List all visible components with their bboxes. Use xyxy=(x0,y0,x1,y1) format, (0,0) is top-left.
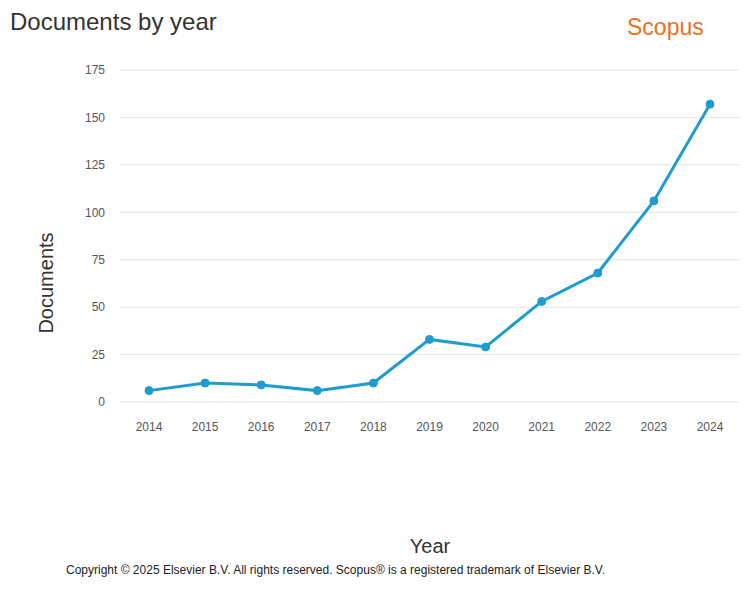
svg-text:2018: 2018 xyxy=(360,420,387,434)
svg-text:2020: 2020 xyxy=(472,420,499,434)
html-text:Documents: Documents xyxy=(34,232,57,334)
svg-text:0: 0 xyxy=(98,395,105,409)
svg-text:125: 125 xyxy=(85,158,105,172)
svg-text:25: 25 xyxy=(92,348,106,362)
svg-text:2022: 2022 xyxy=(584,420,611,434)
svg-text:2015: 2015 xyxy=(192,420,219,434)
svg-text:100: 100 xyxy=(85,206,105,220)
html-text:Scopus: Scopus xyxy=(627,14,704,40)
svg-text:150: 150 xyxy=(85,111,105,125)
svg-text:2019: 2019 xyxy=(416,420,443,434)
svg-text:175: 175 xyxy=(85,63,105,77)
svg-text:50: 50 xyxy=(92,300,106,314)
svg-text:2021: 2021 xyxy=(528,420,555,434)
html-text:Copyright © 2025 Elsevier B.V.: Copyright © 2025 Elsevier B.V. All right… xyxy=(66,563,605,577)
svg-text:2014: 2014 xyxy=(136,420,163,434)
svg-text:75: 75 xyxy=(92,253,106,267)
svg-text:2023: 2023 xyxy=(641,420,668,434)
html-text:Documents by year: Documents by year xyxy=(10,8,217,35)
svg-text:2017: 2017 xyxy=(304,420,331,434)
svg-text:2016: 2016 xyxy=(248,420,275,434)
svg-text:2024: 2024 xyxy=(697,420,724,434)
html-text:Year: Year xyxy=(409,534,451,557)
